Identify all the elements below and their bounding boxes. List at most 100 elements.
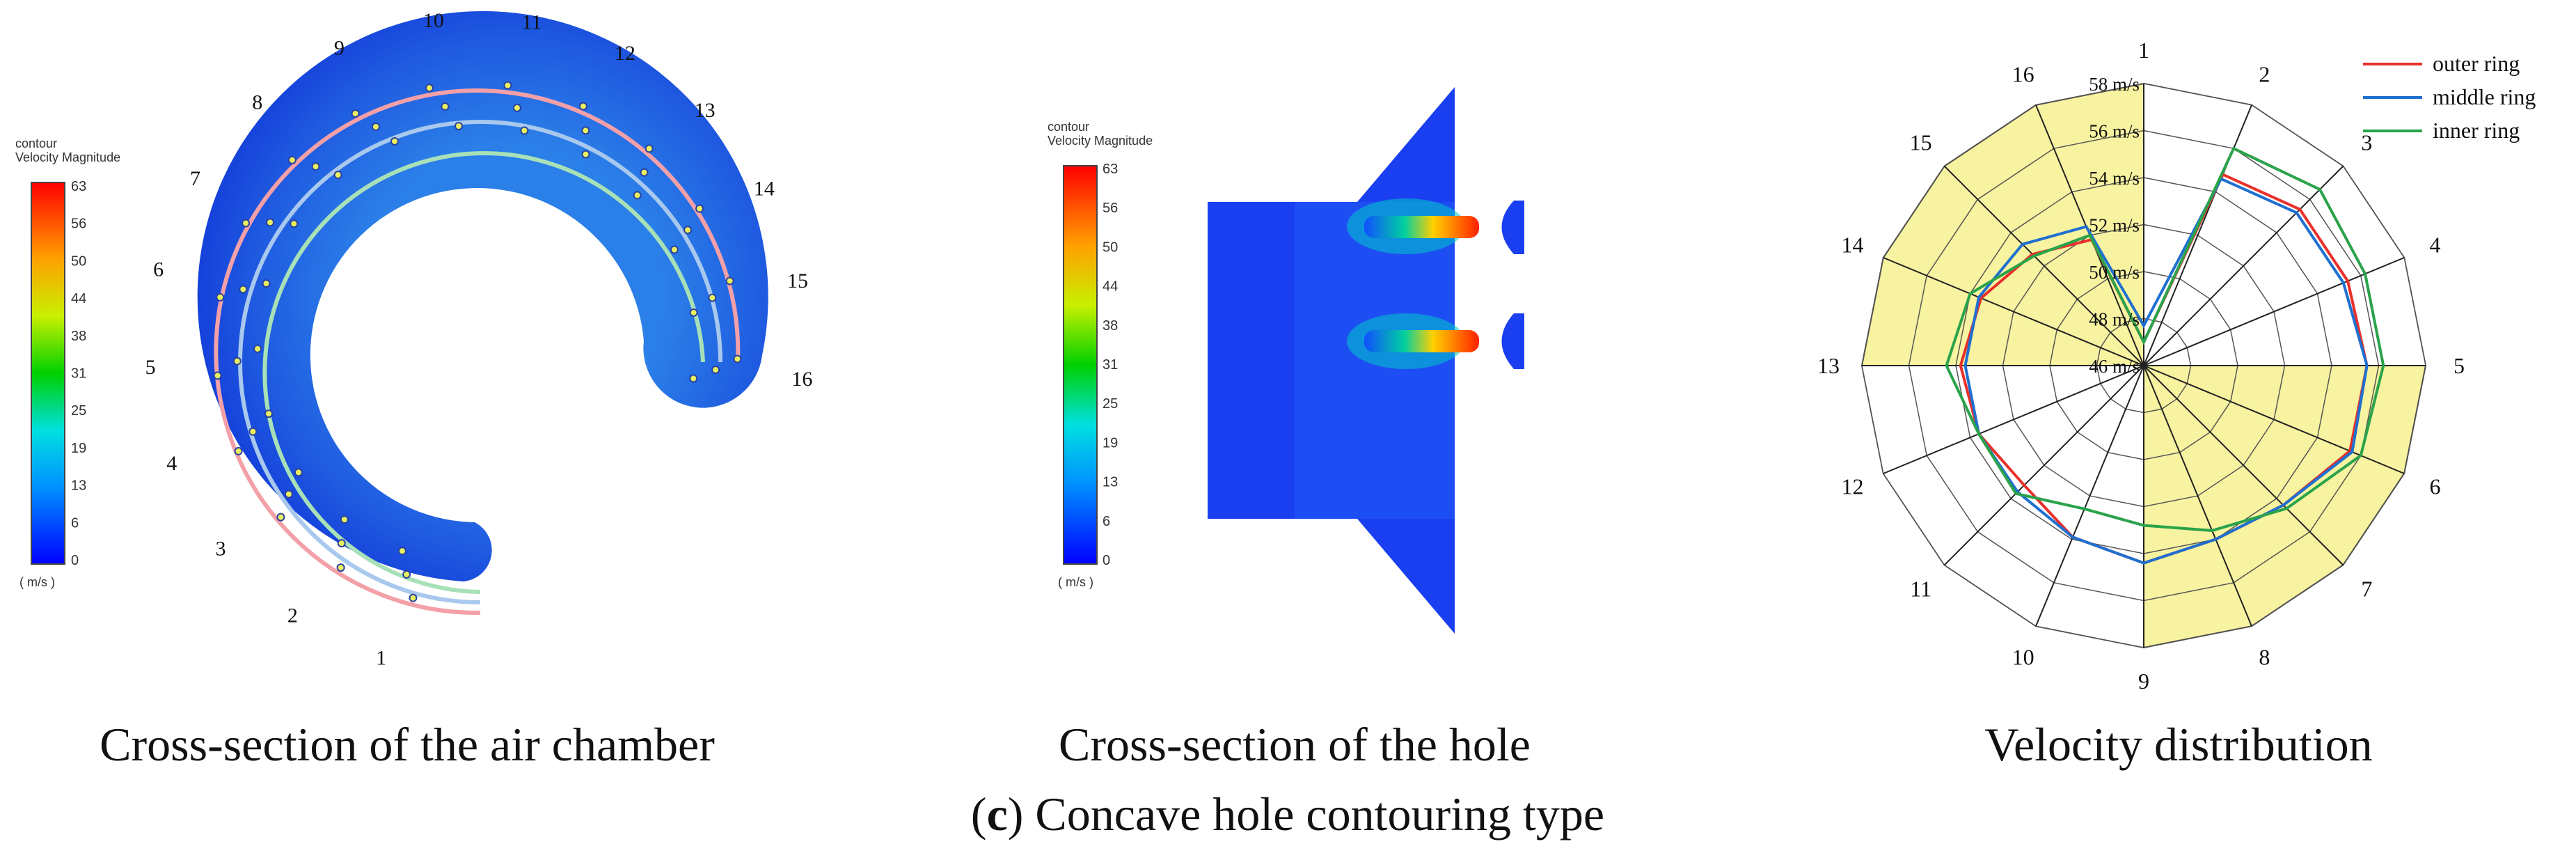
legend-title-1: contour — [15, 136, 57, 150]
radar-category-label: 11 — [1910, 576, 1931, 601]
figure-caption: (c) Concave hole contouring type — [766, 787, 1810, 842]
hole-marker — [402, 570, 411, 579]
chamber-position-label: 5 — [145, 356, 156, 379]
legend-title-2: Velocity Magnitude — [1048, 134, 1153, 148]
hole-marker — [287, 155, 297, 164]
legend-tick-label: 63 — [71, 179, 86, 194]
radar-category-label: 3 — [2361, 130, 2372, 155]
legend-tick-label: 19 — [1103, 435, 1118, 451]
radar-series — [1945, 146, 2385, 565]
chamber-position-label: 3 — [216, 537, 226, 560]
hole-marker — [242, 219, 251, 228]
legend-tick-label: 6 — [71, 515, 79, 531]
legend-unit: ( m/s ) — [19, 575, 55, 589]
chamber-position-label: 2 — [287, 604, 298, 627]
radar-panel: 46 m/s48 m/s50 m/s52 m/s54 m/s56 m/s58 m… — [1817, 38, 2536, 694]
hole-marker — [725, 276, 734, 286]
radar-spoke — [2143, 365, 2252, 627]
hole-marker — [336, 563, 345, 572]
hole-markers — [213, 81, 742, 602]
caption-air-chamber: Cross-section of the air chamber — [100, 718, 715, 771]
hole-marker — [390, 136, 399, 146]
jet-upper — [1364, 216, 1479, 238]
radar-category-label: 4 — [2430, 233, 2441, 258]
legend-tick-label: 44 — [1103, 279, 1118, 295]
radar-r-tick-label: 52 m/s — [2089, 215, 2140, 236]
chamber-position-label: 7 — [190, 167, 200, 190]
hole-exit-lower — [1501, 313, 1524, 369]
hole-exit-upper — [1501, 201, 1524, 254]
hole-marker — [351, 109, 360, 118]
radar-r-tick-label: 58 m/s — [2089, 74, 2140, 95]
legend-tick-label: 6 — [1103, 514, 1110, 529]
chamber-position-label: 9 — [334, 37, 345, 60]
hole-marker — [695, 204, 704, 213]
radar-category-label: 6 — [2430, 474, 2441, 499]
hole-marker — [454, 122, 463, 131]
hole-marker — [409, 593, 418, 602]
hole-marker — [340, 515, 349, 524]
radar-r-tick-label: 46 m/s — [2089, 356, 2140, 377]
hole-marker — [512, 103, 521, 112]
hole-marker — [248, 427, 258, 436]
legend-title-1: contour — [1048, 120, 1089, 134]
hole-marker — [264, 409, 273, 419]
hole-marker — [578, 102, 587, 111]
radar-legend: outer ring middle ring inner ring — [2363, 51, 2536, 143]
hole-marker — [284, 490, 293, 499]
radar-spoke — [2035, 365, 2144, 627]
hole-marker — [689, 374, 698, 383]
radar-series-line — [1945, 146, 2385, 532]
radar-r-ticks: 46 m/s 48 m/s 50 m/s 52 m/s 54 m/s 56 m/s 58 m… — [2089, 74, 2140, 377]
legend-tick-label: 0 — [71, 553, 79, 568]
hole-marker — [232, 357, 242, 366]
hole-marker — [708, 293, 717, 302]
radar-r-tick-label: 48 m/s — [2089, 309, 2140, 330]
hole-marker — [262, 279, 271, 288]
chamber-panel: contour Velocity Magnitude 6356504438312… — [15, 9, 812, 669]
legend-tick-label: 13 — [1103, 475, 1118, 490]
radar-category-label: 7 — [2361, 576, 2372, 601]
chamber-position-label: 8 — [252, 91, 262, 114]
hole-marker — [253, 344, 262, 353]
hole-marker — [266, 218, 275, 227]
radar-spoke — [1883, 365, 2144, 474]
chamber-position-label: 4 — [166, 452, 177, 475]
hole-marker — [333, 171, 342, 180]
hole-panel: contour Velocity Magnitude 63 56 50 44 38 31 2… — [1048, 87, 1524, 634]
radar-category-label: 12 — [1841, 474, 1863, 499]
legend-tick-label: 25 — [71, 403, 86, 419]
radar-category-label: 5 — [2453, 353, 2465, 378]
radar-category-label: 2 — [2259, 61, 2270, 86]
chamber-position-label: 15 — [787, 269, 808, 292]
legend-colorbar — [31, 182, 65, 565]
radar-category-label: 13 — [1817, 353, 1840, 378]
radar-spoke — [2143, 165, 2344, 366]
legend-ticks: 63 56 50 44 38 31 25 19 13 6 0 — [1103, 162, 1118, 568]
legend-tick-label: 25 — [1103, 396, 1118, 412]
hole-marker — [397, 547, 406, 556]
legend-title-2: Velocity Magnitude — [15, 150, 120, 164]
radar-spoke — [2143, 365, 2344, 566]
hole-marker — [371, 122, 380, 131]
radar-category-label: 16 — [2012, 61, 2034, 86]
legend-tick-label: 31 — [1103, 357, 1118, 373]
hole-marker — [441, 102, 450, 111]
legend-tick-label: 44 — [71, 291, 86, 306]
hole-marker — [216, 292, 225, 302]
radar-spoke — [1883, 257, 2144, 366]
outer-ring-arc — [214, 88, 741, 616]
legend-tick-label: 19 — [71, 441, 86, 456]
chamber-position-label: 11 — [521, 11, 542, 34]
legend-tick-label: 50 — [71, 253, 86, 269]
radar-category-label: 10 — [2012, 645, 2034, 670]
radar-spoke — [2143, 257, 2405, 366]
figure-caption-text: ) Concave hole contouring type — [1007, 788, 1605, 841]
air-chamber — [197, 11, 768, 581]
chamber-position-label: 16 — [791, 368, 812, 391]
hole-marker — [733, 354, 742, 363]
hole-marker — [520, 126, 529, 135]
hole-marker — [581, 150, 590, 159]
radar-category-label: 9 — [2138, 669, 2149, 694]
